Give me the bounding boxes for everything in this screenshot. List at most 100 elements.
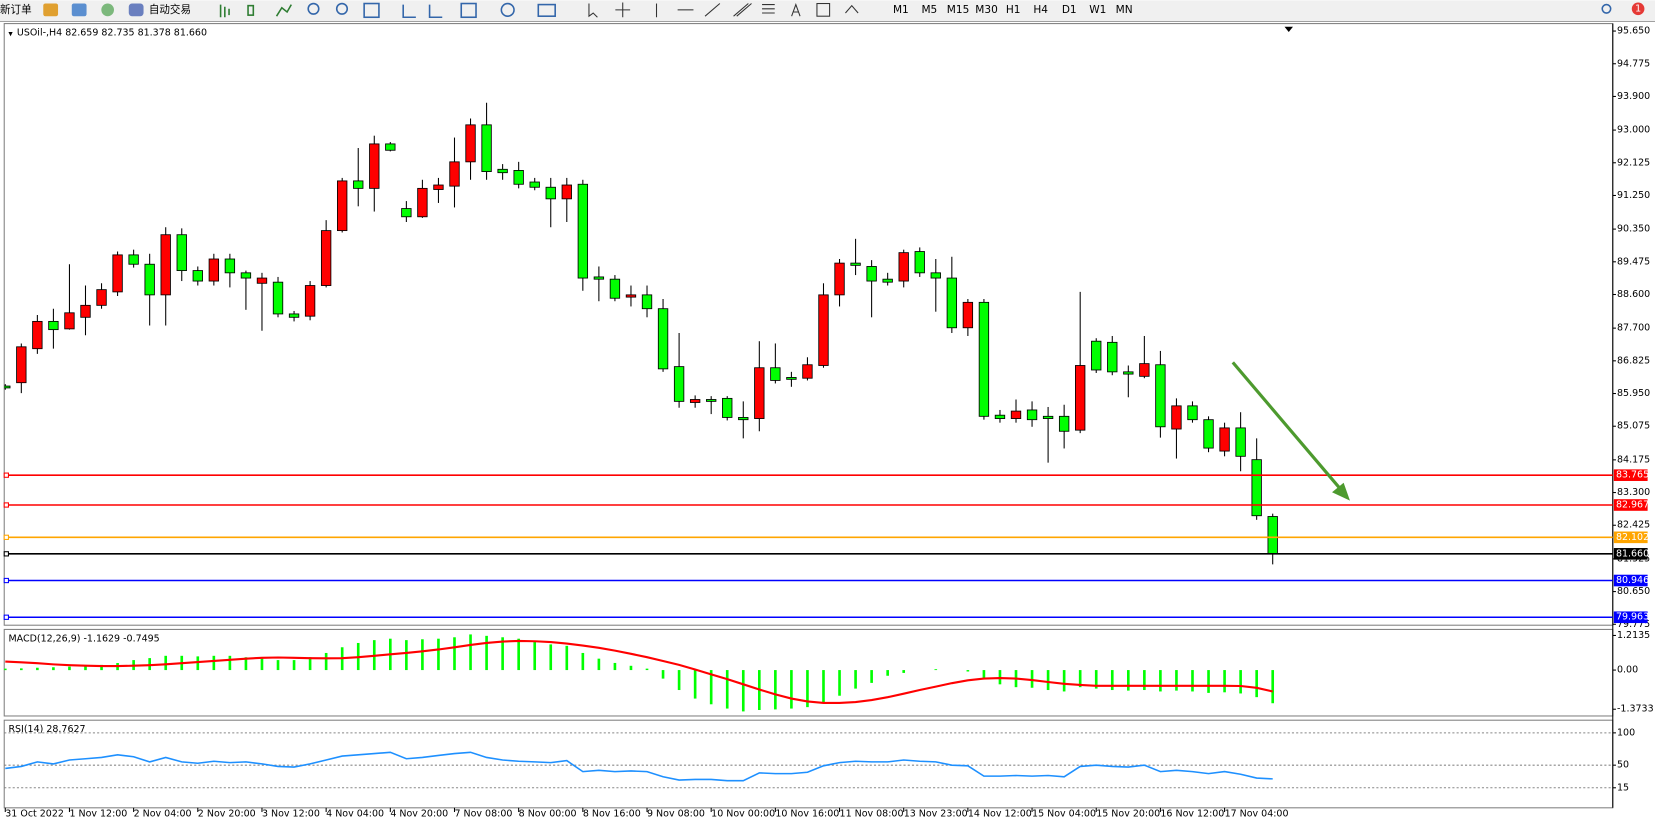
y-tick-label: 83.300 (1617, 487, 1650, 498)
timeframes: M1 M5 M15 M30 H1 H4 D1 W1 MN (893, 4, 1133, 16)
timeframe-button[interactable]: D1 (1062, 4, 1077, 16)
x-tick-label: 15 Nov 04:00 (1032, 809, 1096, 820)
level-tag (1613, 611, 1648, 624)
candle-body (497, 168, 508, 174)
x-tick-label: 9 Nov 08:00 (647, 809, 705, 820)
annotation-arrow (1231, 361, 1350, 501)
candle-body (353, 180, 364, 189)
icon[interactable] (762, 4, 775, 14)
panel-title: MACD(12,26,9) -1.1629 -0.7495 (8, 633, 159, 644)
level-label: 81.660 (1616, 548, 1649, 559)
icon[interactable] (219, 4, 230, 18)
icon[interactable] (845, 4, 859, 14)
candle-body (770, 367, 781, 381)
candle-body (914, 251, 925, 274)
candle-body (561, 184, 572, 200)
icon[interactable] (71, 3, 87, 17)
candle-body (1203, 419, 1214, 449)
candle-body (417, 187, 428, 218)
x-tick-label: 14 Nov 12:00 (968, 809, 1032, 820)
indicator-line (5, 639, 1273, 704)
auto-trading-icon[interactable] (128, 3, 144, 17)
icon[interactable] (791, 3, 801, 17)
icon[interactable] (428, 4, 443, 19)
candle-body (898, 252, 909, 282)
candle-body (240, 272, 252, 279)
candle-body (834, 262, 845, 296)
icon[interactable] (704, 3, 721, 17)
x-tick-label: 4 Nov 20:00 (390, 809, 448, 820)
x-tick-label: 16 Nov 12:00 (1160, 809, 1224, 820)
icon[interactable] (335, 2, 349, 15)
arrow-head (1332, 482, 1350, 501)
new-order-button[interactable]: 新订单 (0, 3, 32, 16)
candle-body (818, 294, 829, 366)
timeframe-button[interactable]: M15 (947, 4, 970, 16)
icon[interactable] (537, 3, 556, 17)
candle-body (144, 263, 155, 296)
candle-body (128, 254, 139, 265)
candle-body (577, 183, 589, 279)
candle-body (192, 270, 203, 282)
timeframe-button[interactable]: M1 (893, 4, 909, 16)
candle-body (641, 294, 653, 310)
candle-body (994, 414, 1006, 419)
candle-body (946, 277, 958, 329)
candle-body (1219, 427, 1230, 452)
candle-body (786, 377, 797, 380)
icon[interactable] (615, 2, 631, 18)
x-tick-label: 8 Nov 16:00 (583, 809, 641, 820)
y-tick-label: 50 (1617, 760, 1629, 771)
candle-body (112, 254, 123, 293)
icon[interactable] (816, 2, 831, 17)
timeframe-button[interactable]: MN (1116, 4, 1133, 16)
icon[interactable] (733, 3, 752, 17)
y-tick-label: 86.825 (1617, 355, 1650, 366)
arrow-shaft (1231, 361, 1342, 491)
panel-macd (4, 634, 1275, 712)
icon[interactable] (402, 4, 416, 19)
icon[interactable] (307, 2, 320, 15)
notification-badge[interactable] (1631, 2, 1645, 16)
y-tick-label: 88.600 (1617, 289, 1650, 300)
icon[interactable] (101, 3, 114, 17)
y-tick-label: 87.700 (1617, 323, 1650, 334)
timeframe-button[interactable]: H4 (1033, 4, 1048, 16)
candle-body (529, 181, 540, 188)
candle-body (1251, 459, 1262, 517)
candle-body (4, 385, 11, 389)
candle-body (1026, 409, 1038, 421)
timeframe-button[interactable]: M30 (975, 4, 998, 16)
icon[interactable] (500, 2, 515, 17)
icon[interactable] (363, 2, 380, 19)
panel-candlestick (4, 102, 1278, 565)
candle-body (48, 320, 59, 331)
candle-body (978, 301, 990, 417)
level-tag (1613, 499, 1648, 511)
candle-body (882, 278, 893, 283)
icon[interactable] (460, 2, 477, 19)
y-tick-label: 91.250 (1617, 190, 1650, 201)
timeframe-button[interactable]: W1 (1089, 4, 1106, 16)
candle-body (272, 281, 284, 315)
panel-title: USOil-,H4 82.659 82.735 81.378 81.660 (17, 28, 207, 39)
icon[interactable] (247, 4, 255, 16)
toolbar: 新订单 自动交易 (0, 0, 1655, 22)
candle-body (320, 230, 332, 286)
level-label: 83.765 (1616, 470, 1649, 481)
notification-count[interactable]: 1 (1635, 3, 1641, 14)
icon[interactable] (43, 3, 59, 17)
icon[interactable] (588, 3, 598, 18)
candle-body (545, 186, 556, 200)
timeframe-button[interactable]: M5 (921, 4, 937, 16)
search-icon[interactable] (1601, 3, 1612, 14)
candle-body (1123, 371, 1134, 375)
y-tick-label: 90.350 (1617, 224, 1650, 235)
candle-body (673, 366, 685, 402)
icon[interactable] (275, 4, 293, 17)
candle-body (802, 364, 813, 379)
timeframe-button[interactable]: H1 (1006, 4, 1021, 16)
candle-body (224, 258, 236, 274)
auto-trading-button[interactable]: 自动交易 (149, 3, 191, 16)
candle-body (385, 143, 396, 151)
